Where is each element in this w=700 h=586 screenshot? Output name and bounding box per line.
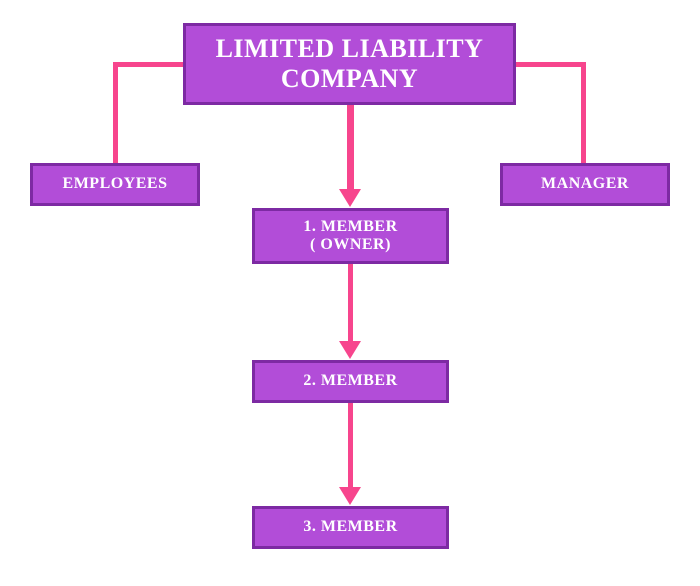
edge-root-manager-h xyxy=(516,62,586,67)
edge-root-employees-h xyxy=(113,62,183,67)
edge-member2-member3-line xyxy=(348,403,353,489)
node-employees: EMPLOYEES xyxy=(30,163,200,206)
edge-root-member1-arrow xyxy=(339,189,361,207)
edge-member1-member2-line xyxy=(348,264,353,343)
node-member3: 3. MEMBER xyxy=(252,506,449,549)
node-manager: MANAGER xyxy=(500,163,670,206)
node-root: LIMITED LIABILITY COMPANY xyxy=(183,23,516,105)
edge-root-employees-v xyxy=(113,62,118,163)
edge-root-manager-v xyxy=(581,62,586,163)
org-chart: { "diagram": { "type": "flowchart", "bac… xyxy=(0,0,700,586)
edge-member2-member3-arrow xyxy=(339,487,361,505)
edge-root-member1-line xyxy=(347,105,354,191)
node-member2: 2. MEMBER xyxy=(252,360,449,403)
edge-member1-member2-arrow xyxy=(339,341,361,359)
node-member1: 1. MEMBER ( OWNER) xyxy=(252,208,449,264)
